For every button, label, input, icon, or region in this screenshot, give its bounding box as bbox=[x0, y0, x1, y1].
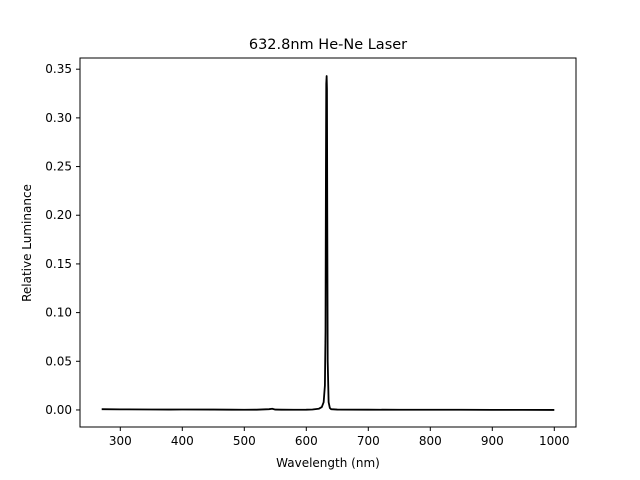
plot-area bbox=[101, 75, 555, 411]
y-tick-label: 0.00 bbox=[45, 403, 72, 417]
x-axis: 300 400 500 600 700 800 900 1000 bbox=[109, 427, 570, 448]
series-line-0 bbox=[101, 75, 555, 411]
y-tick-label: 0.35 bbox=[45, 62, 72, 76]
x-tick-label: 300 bbox=[109, 434, 132, 448]
y-tick-label: 0.20 bbox=[45, 208, 72, 222]
y-axis-label: Relative Luminance bbox=[20, 184, 34, 302]
x-tick-label: 900 bbox=[481, 434, 504, 448]
x-tick-label: 800 bbox=[419, 434, 442, 448]
chart-title: 632.8nm He-Ne Laser bbox=[249, 37, 407, 53]
y-tick-label: 0.15 bbox=[45, 257, 72, 271]
x-tick-label: 1000 bbox=[539, 434, 570, 448]
y-axis: 0.00 0.05 0.10 0.15 0.20 0.25 0.30 0.35 bbox=[45, 62, 80, 417]
x-axis-label: Wavelength (nm) bbox=[276, 456, 380, 470]
x-tick-label: 400 bbox=[171, 434, 194, 448]
y-tick-label: 0.30 bbox=[45, 111, 72, 125]
y-tick-label: 0.05 bbox=[45, 354, 72, 368]
x-tick-label: 500 bbox=[233, 434, 256, 448]
x-tick-label: 600 bbox=[295, 434, 318, 448]
plot-frame bbox=[79, 57, 577, 428]
y-tick-label: 0.10 bbox=[45, 306, 72, 320]
y-tick-label: 0.25 bbox=[45, 160, 72, 174]
x-tick-label: 700 bbox=[357, 434, 380, 448]
